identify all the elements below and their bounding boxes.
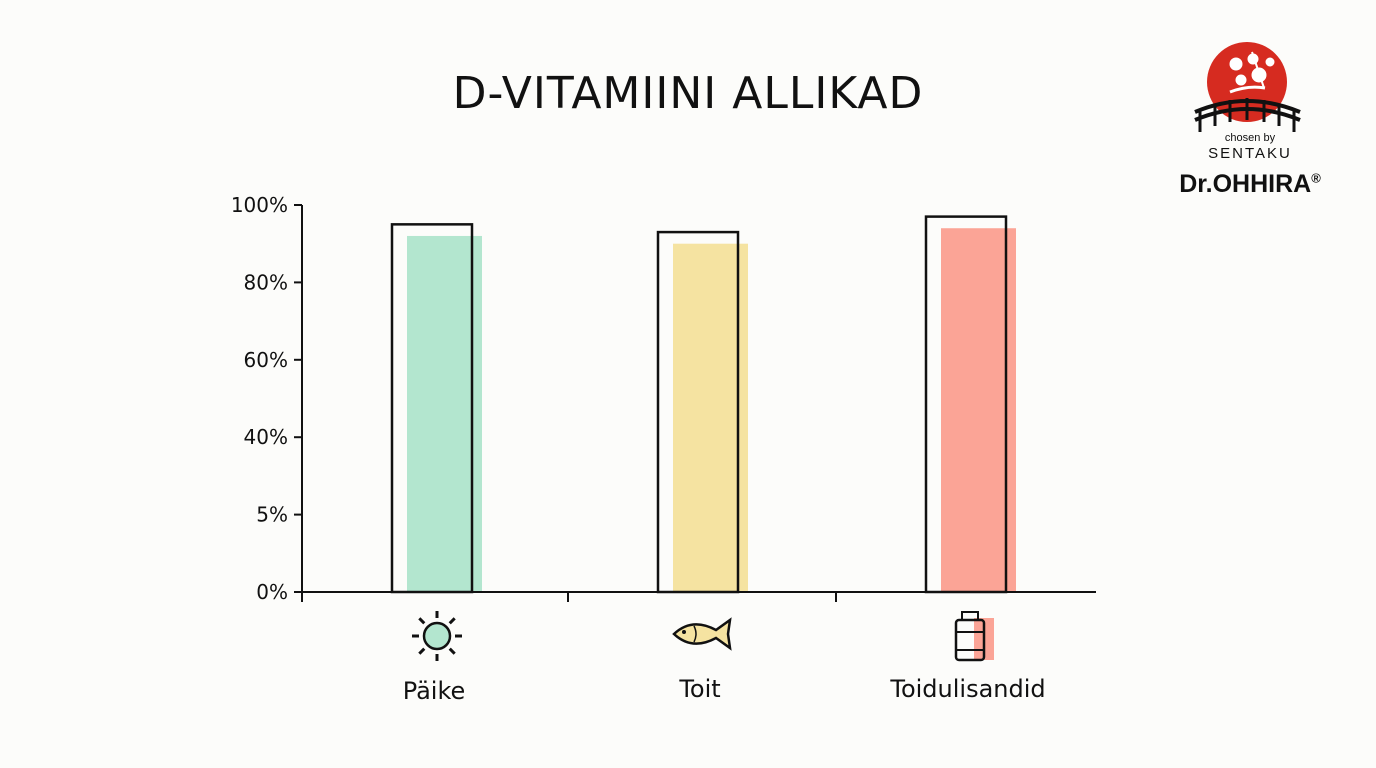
logo-sentaku: SENTAKU: [1208, 145, 1292, 162]
registered-mark: ®: [1311, 170, 1321, 186]
category-label: Toidulisandid: [889, 675, 1045, 703]
x-ticks: [301, 592, 837, 602]
y-tick-label: 40%: [244, 425, 288, 449]
category-label: Toit: [678, 675, 720, 703]
bars: [390, 215, 1016, 594]
y-tick-label: 80%: [244, 270, 288, 294]
logo-chosen-by: chosen by: [1224, 132, 1276, 144]
bar: [941, 228, 1016, 592]
sentaku-emblem-icon: [1194, 42, 1301, 132]
supplement-bottle-icon: [954, 611, 994, 662]
sun-icon: [412, 611, 462, 661]
bar: [673, 243, 748, 592]
logo-brand: Dr.OHHIRA®: [1160, 170, 1340, 199]
logo-brand-name: Dr.OHHIRA: [1179, 170, 1312, 198]
chart-title: D-VITAMIINI ALLIKAD: [452, 68, 924, 119]
y-tick-label: 60%: [244, 348, 288, 372]
y-tick-label: 5%: [256, 503, 288, 527]
y-tick-label: 100%: [231, 193, 288, 217]
y-axis: 0% 5% 40% 60% 80% 100%: [231, 193, 303, 604]
category-label: Päike: [403, 677, 466, 705]
category-labels: Päike Toit Toidulisandid: [403, 675, 1046, 705]
fish-icon: [672, 617, 732, 651]
bar: [407, 235, 482, 592]
y-tick-label: 0%: [256, 580, 288, 604]
category-icons: [412, 611, 994, 662]
brand-logo: chosen by SENTAKU Dr.OHHIRA®: [1160, 40, 1340, 210]
